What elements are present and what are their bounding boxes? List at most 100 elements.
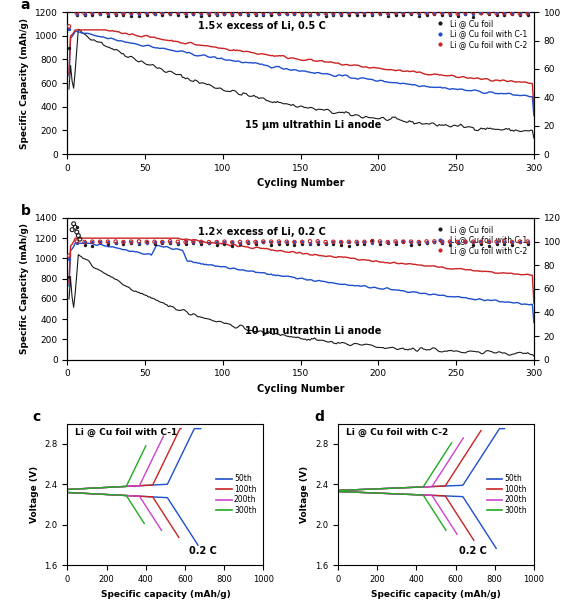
Text: 0.2 C: 0.2 C xyxy=(189,546,217,556)
Point xyxy=(321,238,330,247)
Point xyxy=(72,9,81,18)
Point xyxy=(368,9,377,18)
Point xyxy=(383,11,392,21)
Point xyxy=(197,11,206,21)
Point xyxy=(142,238,151,247)
Text: Li @ Cu foil with C-2: Li @ Cu foil with C-2 xyxy=(346,428,448,437)
Point xyxy=(158,238,167,248)
Point xyxy=(150,9,159,19)
Point xyxy=(72,8,81,18)
Point xyxy=(88,237,97,247)
Point xyxy=(507,9,516,18)
Point xyxy=(469,9,478,18)
Point xyxy=(337,238,346,247)
Point xyxy=(259,237,268,247)
Point xyxy=(158,9,167,18)
Point xyxy=(259,10,268,19)
Point xyxy=(461,9,470,19)
Point xyxy=(360,239,369,249)
Point xyxy=(205,10,214,19)
Point xyxy=(150,9,159,19)
Point xyxy=(282,237,291,247)
Point xyxy=(65,272,74,282)
Point xyxy=(306,237,315,246)
Point xyxy=(96,237,105,246)
Point xyxy=(205,238,214,248)
Legend: 50th, 100th, 200th, 300th: 50th, 100th, 200th, 300th xyxy=(484,471,530,518)
Point xyxy=(360,237,369,247)
Point xyxy=(391,10,400,20)
Point xyxy=(228,238,237,247)
Point xyxy=(507,237,516,247)
Legend: Li @ Cu foil, Li @ Cu foil with C-1, Li @ Cu foil with C-2: Li @ Cu foil, Li @ Cu foil with C-1, Li … xyxy=(429,222,530,258)
Point xyxy=(80,9,89,19)
Point xyxy=(243,238,252,248)
Point xyxy=(266,8,275,18)
Point xyxy=(469,240,478,249)
Point xyxy=(368,10,377,20)
Point xyxy=(406,8,415,18)
Point xyxy=(69,219,78,229)
Point xyxy=(119,237,128,247)
Point xyxy=(352,8,361,18)
Point xyxy=(197,240,206,249)
Point xyxy=(507,240,516,250)
Point xyxy=(80,237,89,247)
Point xyxy=(484,10,493,19)
Point xyxy=(430,238,439,247)
Point xyxy=(507,9,516,18)
Point xyxy=(352,9,361,18)
Point xyxy=(446,9,455,19)
Text: Li @ Cu foil with C-1: Li @ Cu foil with C-1 xyxy=(75,428,178,437)
Point xyxy=(313,10,322,19)
Point xyxy=(111,8,120,18)
Point xyxy=(259,237,268,246)
Point xyxy=(446,237,455,246)
Point xyxy=(72,227,81,237)
Point xyxy=(461,237,470,247)
Point xyxy=(228,9,237,19)
Point xyxy=(461,8,470,18)
Point xyxy=(74,231,83,241)
Point xyxy=(103,9,112,18)
Point xyxy=(134,237,143,246)
Point xyxy=(422,238,431,248)
Point xyxy=(181,237,190,246)
Point xyxy=(126,237,135,247)
Point xyxy=(446,10,455,20)
Point xyxy=(306,238,315,247)
Point xyxy=(158,237,167,247)
Point xyxy=(212,237,221,247)
Point xyxy=(134,8,143,18)
Point xyxy=(259,10,268,19)
Point xyxy=(126,9,135,19)
Point xyxy=(150,238,159,247)
Legend: 50th, 100th, 200th, 300th: 50th, 100th, 200th, 300th xyxy=(214,471,260,518)
Point xyxy=(290,10,299,19)
Point xyxy=(337,9,346,18)
Point xyxy=(492,237,501,246)
Point xyxy=(189,238,198,248)
Point xyxy=(158,10,167,19)
Point xyxy=(298,237,307,247)
Point xyxy=(251,9,260,18)
Point xyxy=(173,237,182,247)
Point xyxy=(345,8,353,18)
Point xyxy=(306,10,315,19)
Point xyxy=(306,8,315,18)
Point xyxy=(212,240,221,249)
Point xyxy=(523,9,532,18)
Point xyxy=(329,240,338,249)
Point xyxy=(399,9,408,18)
Point xyxy=(406,237,415,246)
X-axis label: Specific capacity (mAh/g): Specific capacity (mAh/g) xyxy=(371,590,501,599)
Point xyxy=(492,239,501,249)
Point xyxy=(88,237,97,246)
Point xyxy=(329,10,338,20)
Point xyxy=(197,237,206,247)
Point xyxy=(80,9,89,18)
Point xyxy=(337,8,346,18)
Y-axis label: Specific Capacity (mAh/g): Specific Capacity (mAh/g) xyxy=(20,223,29,354)
Point xyxy=(166,9,175,19)
Point xyxy=(375,10,384,19)
